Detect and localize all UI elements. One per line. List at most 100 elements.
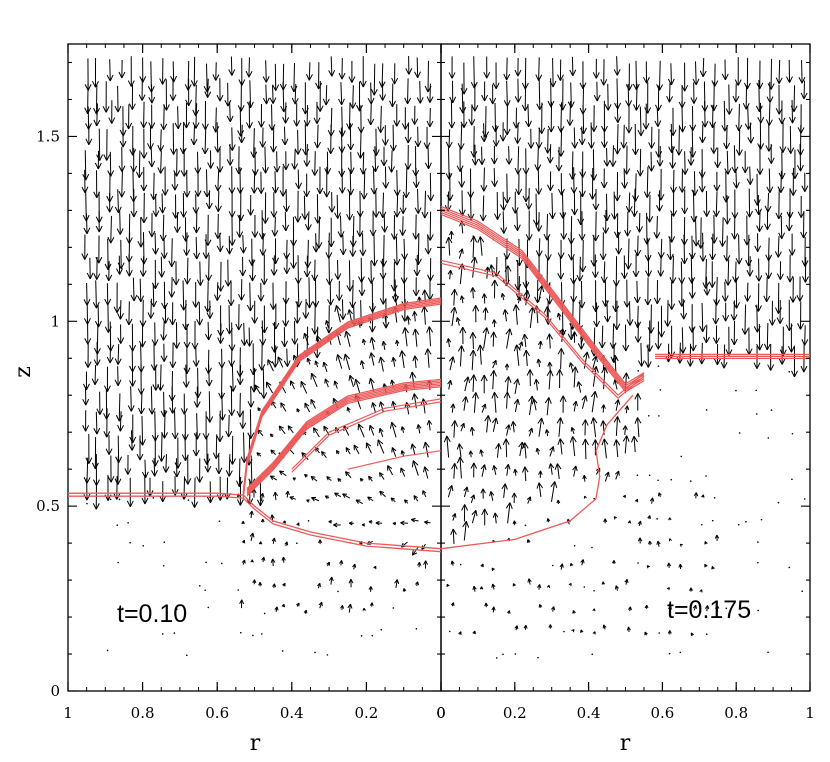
velocity-arrow <box>526 496 532 504</box>
velocity-arrow <box>282 151 290 171</box>
velocity-arrow <box>698 342 706 365</box>
velocity-arrow <box>377 105 385 133</box>
velocity-arrow <box>339 299 347 320</box>
velocity-arrow <box>239 410 247 429</box>
velocity-arrow <box>426 419 433 431</box>
velocity-arrow <box>756 60 764 90</box>
velocity-arrow <box>368 377 375 392</box>
velocity-arrow <box>236 167 244 194</box>
velocity-arrow <box>637 537 643 544</box>
velocity-arrow <box>459 83 467 114</box>
velocity-arrow <box>556 499 561 505</box>
velocity-arrow <box>160 320 168 341</box>
velocity-arrow <box>239 235 247 254</box>
velocity-arrow <box>246 80 254 109</box>
velocity-arrow <box>788 566 791 569</box>
velocity-arrow <box>355 499 364 505</box>
velocity-arrow <box>296 602 300 607</box>
y-tick-label: 0.5 <box>36 497 60 515</box>
velocity-arrow <box>310 372 318 388</box>
velocity-arrow <box>791 478 793 481</box>
velocity-arrow <box>450 306 458 327</box>
velocity-arrow <box>118 59 126 79</box>
velocity-arrow <box>632 124 639 156</box>
velocity-arrow <box>482 307 489 321</box>
velocity-arrow <box>404 144 412 170</box>
velocity-arrow <box>802 257 809 283</box>
velocity-arrow <box>556 369 564 388</box>
velocity-arrow <box>137 364 145 395</box>
velocity-arrow <box>445 236 453 256</box>
velocity-arrow <box>590 149 598 181</box>
velocity-arrow <box>183 102 190 129</box>
velocity-arrow <box>251 147 259 176</box>
velocity-arrow <box>107 215 115 244</box>
velocity-arrow <box>348 521 354 526</box>
velocity-arrow <box>666 236 674 261</box>
velocity-arrow <box>127 386 135 412</box>
velocity-arrow <box>705 633 708 636</box>
velocity-arrow <box>290 239 297 269</box>
velocity-arrow <box>457 345 465 367</box>
velocity-arrow <box>723 125 731 150</box>
velocity-arrow <box>274 606 279 612</box>
velocity-arrow <box>763 322 771 351</box>
velocity-arrow <box>141 474 149 505</box>
velocity-arrow <box>414 126 422 148</box>
velocity-arrow <box>647 414 650 417</box>
velocity-arrow <box>337 590 339 593</box>
velocity-arrow <box>361 523 365 527</box>
velocity-arrow <box>291 149 299 170</box>
velocity-arrow <box>118 169 126 198</box>
velocity-arrow <box>757 122 765 150</box>
velocity-arrow <box>516 296 522 304</box>
velocity-arrow <box>412 277 420 297</box>
velocity-arrow <box>114 366 122 386</box>
velocity-arrow <box>552 564 554 567</box>
velocity-arrow <box>151 322 159 346</box>
interface-contour <box>440 209 645 389</box>
velocity-arrow <box>237 81 245 112</box>
velocity-arrow <box>282 102 290 124</box>
velocity-arrow <box>637 562 639 564</box>
velocity-arrow <box>601 366 609 390</box>
velocity-arrow <box>240 322 248 346</box>
velocity-arrow <box>600 261 608 284</box>
velocity-arrow <box>514 57 522 77</box>
velocity-arrow <box>690 632 695 636</box>
velocity-arrow <box>655 85 662 112</box>
velocity-arrow <box>624 579 629 585</box>
velocity-arrow <box>252 634 254 637</box>
velocity-arrow <box>271 537 276 544</box>
velocity-arrow <box>114 189 122 214</box>
velocity-arrow <box>82 150 90 181</box>
right-velocity-arrows <box>443 56 809 659</box>
velocity-arrow <box>570 427 576 434</box>
velocity-arrow <box>613 379 619 390</box>
velocity-arrow <box>249 343 257 376</box>
velocity-arrow <box>358 277 366 297</box>
velocity-arrow <box>270 449 277 456</box>
x-tick-label: 0.8 <box>131 704 155 722</box>
velocity-arrow <box>400 467 406 477</box>
velocity-arrow <box>277 356 284 368</box>
velocity-arrow <box>689 127 697 158</box>
velocity-arrow <box>411 460 419 476</box>
velocity-arrow <box>524 524 527 527</box>
x-tick-label: 0.4 <box>577 704 601 722</box>
velocity-arrow <box>158 256 166 278</box>
velocity-arrow <box>426 326 434 347</box>
velocity-arrow <box>590 105 598 132</box>
velocity-arrow <box>591 439 599 456</box>
velocity-arrow <box>83 282 91 306</box>
velocity-arrow <box>461 504 469 522</box>
velocity-arrow <box>612 283 620 313</box>
velocity-arrow <box>121 607 124 610</box>
velocity-arrow <box>235 304 243 331</box>
velocity-arrow <box>379 81 387 101</box>
velocity-arrow <box>227 281 235 306</box>
velocity-arrow <box>236 458 243 488</box>
velocity-arrow <box>206 481 214 504</box>
velocity-arrow <box>472 630 476 635</box>
velocity-arrow <box>93 84 100 115</box>
